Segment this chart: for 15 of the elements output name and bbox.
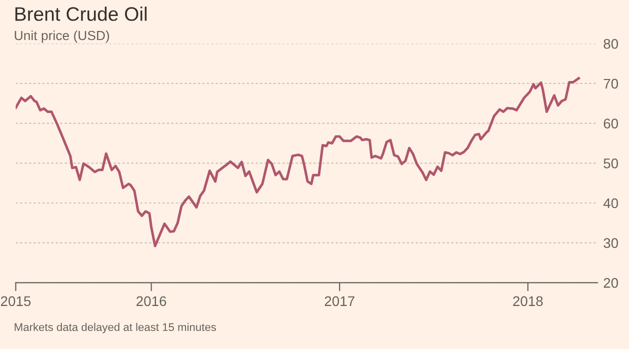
y-tick-label: 30 bbox=[604, 238, 618, 248]
y-tick-label: 50 bbox=[604, 158, 618, 168]
line-series bbox=[16, 77, 580, 248]
x-tick-label: 2016 bbox=[136, 296, 166, 306]
y-tick-label: 40 bbox=[603, 198, 618, 208]
text: Markets data delayed at least 15 minutes bbox=[14, 322, 216, 334]
y-tick-label: 20 bbox=[604, 278, 618, 288]
y-tick-label: 70 bbox=[604, 78, 618, 89]
y-tick-label: 80 bbox=[604, 38, 618, 49]
x-tick-label: 2017 bbox=[324, 296, 354, 306]
y-tick-label: 60 bbox=[604, 118, 618, 128]
chart-title: Brent Crude Oil bbox=[15, 6, 147, 21]
x-tick-label: 2015 bbox=[0, 296, 31, 306]
chart-subtitle: Unit price (USD) bbox=[14, 30, 110, 43]
x-tick-label: 2018 bbox=[513, 296, 543, 306]
